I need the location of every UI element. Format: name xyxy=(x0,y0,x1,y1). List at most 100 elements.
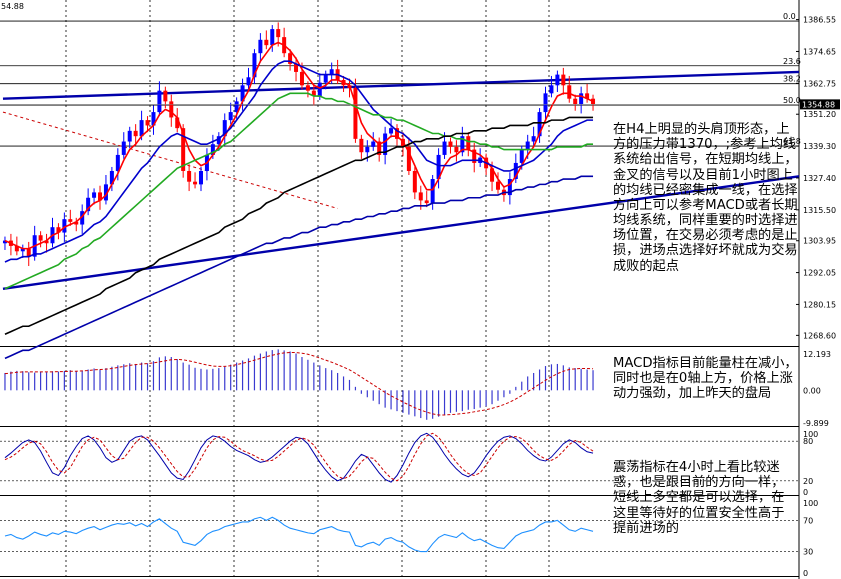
rsi-axis-label: 0 xyxy=(803,569,808,578)
price-tick-label: 1374.65 xyxy=(803,47,836,56)
candle-body xyxy=(133,130,138,137)
candle-body xyxy=(210,144,215,155)
moving-average-line xyxy=(4,116,594,336)
candle-body xyxy=(537,112,542,137)
price-tick-label: 1386.55 xyxy=(803,16,836,25)
candle-body xyxy=(86,197,91,212)
candle-body xyxy=(329,69,334,75)
candle-body xyxy=(531,136,536,142)
candle-body xyxy=(127,130,132,142)
candle-body xyxy=(222,120,227,137)
candle-body xyxy=(103,184,108,201)
candle-body xyxy=(442,141,447,155)
candle-body xyxy=(2,240,7,244)
candle-body xyxy=(454,146,459,153)
macd-axis-label: 12.193 xyxy=(803,350,831,359)
candle-body xyxy=(294,63,299,72)
candle-body xyxy=(406,146,411,171)
candle-body xyxy=(567,85,572,99)
candle-body xyxy=(175,117,180,129)
candle-body xyxy=(513,162,518,180)
candle-body xyxy=(472,149,477,163)
candle-body xyxy=(490,168,495,182)
oscillator-panel xyxy=(0,432,799,483)
candle-body xyxy=(519,149,524,163)
candle-body xyxy=(365,146,370,153)
candle-body xyxy=(424,200,429,204)
rsi-line xyxy=(4,516,594,553)
candle-body xyxy=(187,170,192,182)
price-tick-label: 1268.60 xyxy=(803,331,836,340)
candle-body xyxy=(38,235,43,241)
price-corner-label: 54.88 xyxy=(1,2,24,11)
candle-body xyxy=(525,141,530,150)
candle-body xyxy=(305,85,310,91)
macd-axis-label: -9.899 xyxy=(803,419,829,428)
candle-body xyxy=(311,90,316,97)
candle-body xyxy=(460,136,465,153)
oscillator-line xyxy=(4,432,594,482)
candle-body xyxy=(555,74,560,86)
candle-body xyxy=(181,128,186,171)
candle-body xyxy=(276,29,281,38)
candle-body xyxy=(198,170,203,185)
candle-body xyxy=(109,170,114,185)
candle-body xyxy=(430,179,435,204)
price-tick-label: 1292.05 xyxy=(803,269,836,278)
candle-body xyxy=(573,98,578,105)
candle-body xyxy=(44,240,49,244)
candle-body xyxy=(20,248,25,252)
candle-body xyxy=(121,141,126,155)
oscillator-annotation: 震荡指标在4小时上看比较迷惑，也是跟目前的方向一样，短线上多空都是可以选择，在这… xyxy=(613,460,785,536)
candle-body xyxy=(228,112,233,121)
trendline xyxy=(2,175,800,290)
candle-body xyxy=(549,85,554,94)
rsi-axis-label: 30 xyxy=(803,548,813,557)
candle-body xyxy=(92,192,97,198)
price-tick-label: 1315.50 xyxy=(803,206,836,215)
current-price-tag xyxy=(800,99,840,110)
candle-body xyxy=(383,133,388,155)
candle-body xyxy=(436,154,441,180)
candle-body xyxy=(418,192,423,201)
candle-body xyxy=(14,245,19,252)
rsi-axis-label: 70 xyxy=(803,516,813,525)
candle-body xyxy=(157,90,162,113)
fib-level-label: 23.6 xyxy=(783,57,801,66)
head-shoulders-annotation: 在H4上明显的头肩顶形态，上方的压力带1370，;参考上均线系统给出信号，在短期… xyxy=(613,122,798,274)
moving-average-line xyxy=(4,92,594,290)
candle-body xyxy=(62,219,67,233)
candle-body xyxy=(115,154,120,171)
rsi-panel xyxy=(0,516,799,553)
macd-annotation: MACD指标目前能量柱在减小，同时也是在0轴上方，价格上涨动力强劲，加上昨天的盘… xyxy=(613,356,798,402)
candle-body xyxy=(371,141,376,147)
candle-body xyxy=(591,98,596,105)
candle-body xyxy=(299,71,304,86)
osc-axis-label: 20 xyxy=(803,477,813,486)
candle-body xyxy=(543,93,548,113)
candle-body xyxy=(56,227,61,233)
price-panel: 0.0 23.6 38.2 50.0 61.8 1354.88 xyxy=(0,12,840,360)
current-price-label: 1354.88 xyxy=(802,100,835,109)
candle-body xyxy=(353,87,358,139)
trendline xyxy=(2,70,800,100)
trendline xyxy=(2,111,338,209)
price-tick-label: 1280.15 xyxy=(803,300,836,309)
candle-body xyxy=(151,112,156,126)
macd-panel xyxy=(4,349,594,420)
rsi-axis-label: 100 xyxy=(803,499,818,508)
candle-body xyxy=(145,120,150,126)
osc-axis-label: 80 xyxy=(803,437,813,446)
candle-body xyxy=(169,101,174,118)
macd-signal-line xyxy=(4,352,594,416)
fib-level-label: 38.2 xyxy=(783,75,801,84)
candle-body xyxy=(252,53,257,78)
candle-body xyxy=(270,29,275,46)
oscillator-line xyxy=(4,432,594,483)
candle-body xyxy=(258,39,263,54)
candle-body xyxy=(68,219,73,222)
candle-body xyxy=(389,128,394,134)
candle-body xyxy=(288,53,293,64)
candle-body xyxy=(579,93,584,105)
